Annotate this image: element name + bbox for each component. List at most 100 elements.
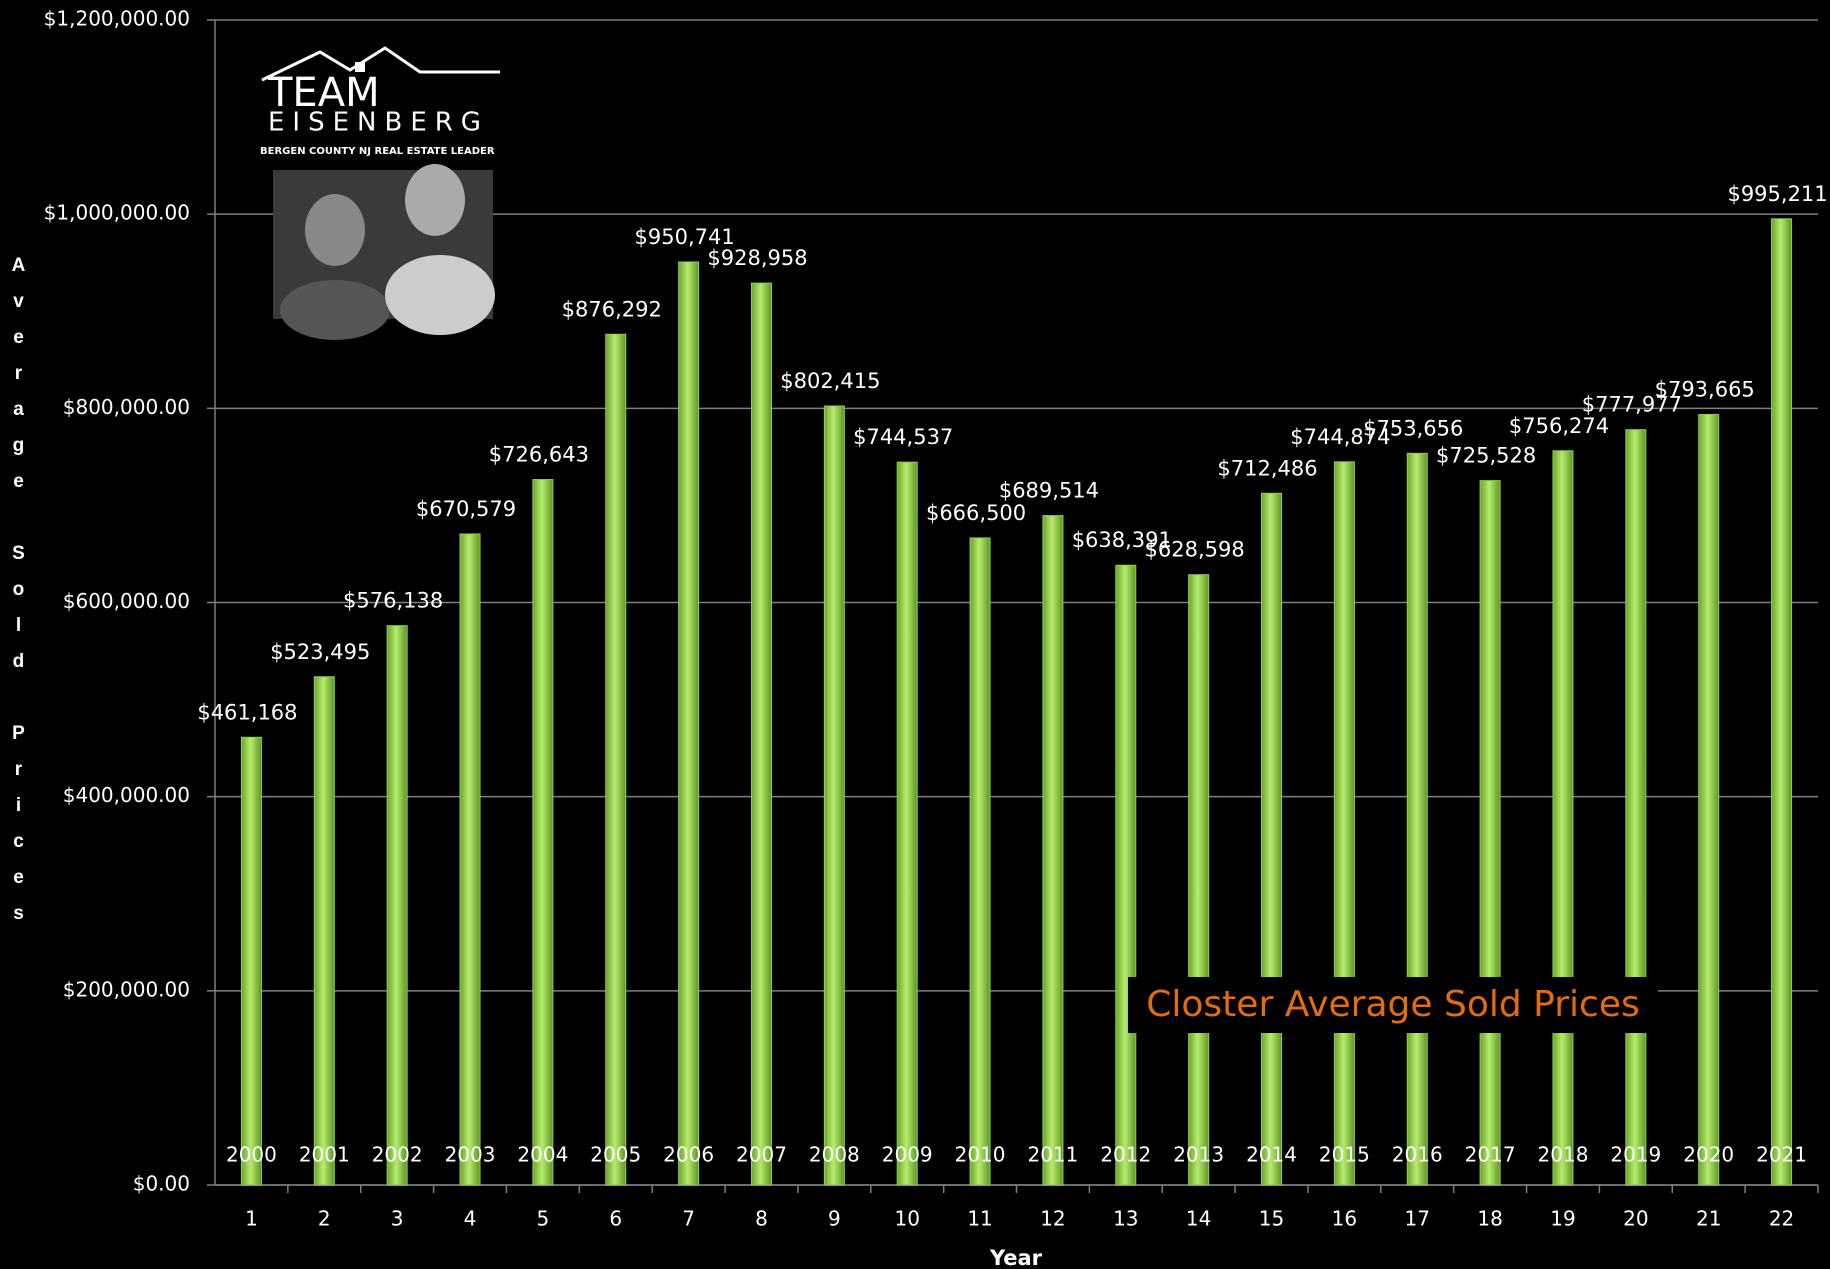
bar — [605, 333, 627, 1186]
data-label: $461,168 — [197, 700, 297, 724]
data-label: $950,741 — [635, 225, 735, 249]
y-axis-label: Average Sold Prices — [8, 255, 29, 939]
data-label: $576,138 — [343, 589, 443, 613]
year-label: 2010 — [955, 1143, 1006, 1167]
photo-body — [280, 280, 390, 340]
year-label: 2017 — [1465, 1143, 1516, 1167]
x-tick-label: 14 — [1186, 1207, 1211, 1231]
bar — [1261, 492, 1283, 1186]
year-label: 2003 — [445, 1143, 496, 1167]
data-label: $638,391 — [1072, 528, 1172, 552]
data-label: $523,495 — [270, 640, 370, 664]
data-label: $995,211 — [1727, 182, 1827, 206]
photo-body — [385, 255, 495, 335]
bar — [386, 625, 408, 1186]
x-tick-label: 6 — [609, 1207, 622, 1231]
bar — [1771, 218, 1793, 1186]
bar — [1625, 429, 1647, 1186]
x-axis-label: Year — [989, 1246, 1043, 1269]
data-label: $670,579 — [416, 497, 516, 521]
year-label: 2007 — [736, 1143, 787, 1167]
x-tick-label: 3 — [391, 1207, 404, 1231]
bar — [969, 537, 991, 1186]
y-tick-label: $400,000.00 — [63, 783, 190, 807]
x-tick-label: 2 — [318, 1207, 331, 1231]
data-label: $793,665 — [1655, 377, 1755, 401]
bar — [240, 736, 262, 1186]
bar — [1479, 480, 1501, 1186]
data-label: $753,656 — [1363, 416, 1463, 440]
x-tick-label: 18 — [1477, 1207, 1502, 1231]
bar — [1698, 413, 1720, 1186]
y-tick-label: $1,200,000.00 — [44, 7, 190, 31]
y-tick-label: $200,000.00 — [63, 977, 190, 1001]
x-tick-label: 15 — [1259, 1207, 1284, 1231]
logo: TEAM EISENBERG BERGEN COUNTY NJ REAL EST… — [260, 46, 500, 340]
x-tick-label: 8 — [755, 1207, 768, 1231]
x-tick-label: 21 — [1696, 1207, 1721, 1231]
annotation: Closter Average Sold Prices — [1146, 984, 1639, 1025]
logo-roof — [261, 46, 500, 82]
bar — [1406, 452, 1428, 1186]
bar — [313, 676, 335, 1186]
x-tick-label: 13 — [1113, 1207, 1138, 1231]
data-label: $928,958 — [707, 246, 807, 270]
bar — [823, 405, 845, 1186]
year-label: 2002 — [372, 1143, 423, 1167]
bar — [532, 479, 554, 1186]
bar — [1188, 574, 1210, 1186]
photo-face — [405, 164, 465, 236]
logo-subtitle: EISENBERG — [268, 108, 489, 138]
year-label: 2016 — [1392, 1143, 1443, 1167]
x-tick-label: 11 — [967, 1207, 992, 1231]
y-tick-label: $800,000.00 — [63, 395, 190, 419]
bar — [750, 282, 772, 1186]
year-label: 2020 — [1683, 1143, 1734, 1167]
x-tick-label: 19 — [1550, 1207, 1575, 1231]
year-label: 2006 — [663, 1143, 714, 1167]
data-label: $777,977 — [1582, 393, 1682, 417]
x-tick-label: 20 — [1623, 1207, 1648, 1231]
x-tick-label: 12 — [1040, 1207, 1065, 1231]
year-label: 2009 — [882, 1143, 933, 1167]
logo-window — [355, 62, 365, 72]
year-label: 2019 — [1610, 1143, 1661, 1167]
year-label: 2015 — [1319, 1143, 1370, 1167]
data-label: $726,643 — [489, 443, 589, 467]
x-tick-label: 4 — [464, 1207, 477, 1231]
logo-title: TEAM — [267, 70, 380, 116]
year-label: 2021 — [1756, 1143, 1807, 1167]
data-label: $628,598 — [1145, 538, 1245, 562]
data-label: $725,528 — [1436, 444, 1536, 468]
data-label: $756,274 — [1509, 414, 1609, 438]
x-tick-label: 17 — [1405, 1207, 1430, 1231]
data-label: $744,537 — [853, 425, 953, 449]
data-label: $666,500 — [926, 501, 1026, 525]
y-tick-label: $0.00 — [133, 1172, 190, 1196]
bar — [678, 261, 700, 1186]
data-label: $876,292 — [562, 297, 662, 321]
year-label: 2008 — [809, 1143, 860, 1167]
photo-face — [305, 194, 365, 266]
x-tick-label: 7 — [682, 1207, 695, 1231]
x-tick-label: 9 — [828, 1207, 841, 1231]
data-label: $689,514 — [999, 479, 1099, 503]
bar — [1042, 515, 1064, 1186]
year-label: 2001 — [299, 1143, 350, 1167]
annotation-box — [1128, 977, 1658, 1033]
y-tick-label: $600,000.00 — [63, 589, 190, 613]
x-tick-label: 10 — [894, 1207, 919, 1231]
bar — [896, 461, 918, 1186]
year-label: 2000 — [226, 1143, 277, 1167]
data-label: $744,874 — [1290, 425, 1390, 449]
year-label: 2018 — [1538, 1143, 1589, 1167]
x-tick-label: 1 — [245, 1207, 258, 1231]
bar — [1333, 461, 1355, 1186]
data-label: $712,486 — [1217, 456, 1317, 480]
year-label: 2004 — [517, 1143, 568, 1167]
bar — [459, 533, 481, 1186]
year-label: 2013 — [1173, 1143, 1224, 1167]
x-tick-label: 22 — [1769, 1207, 1794, 1231]
x-tick-label: 16 — [1332, 1207, 1357, 1231]
